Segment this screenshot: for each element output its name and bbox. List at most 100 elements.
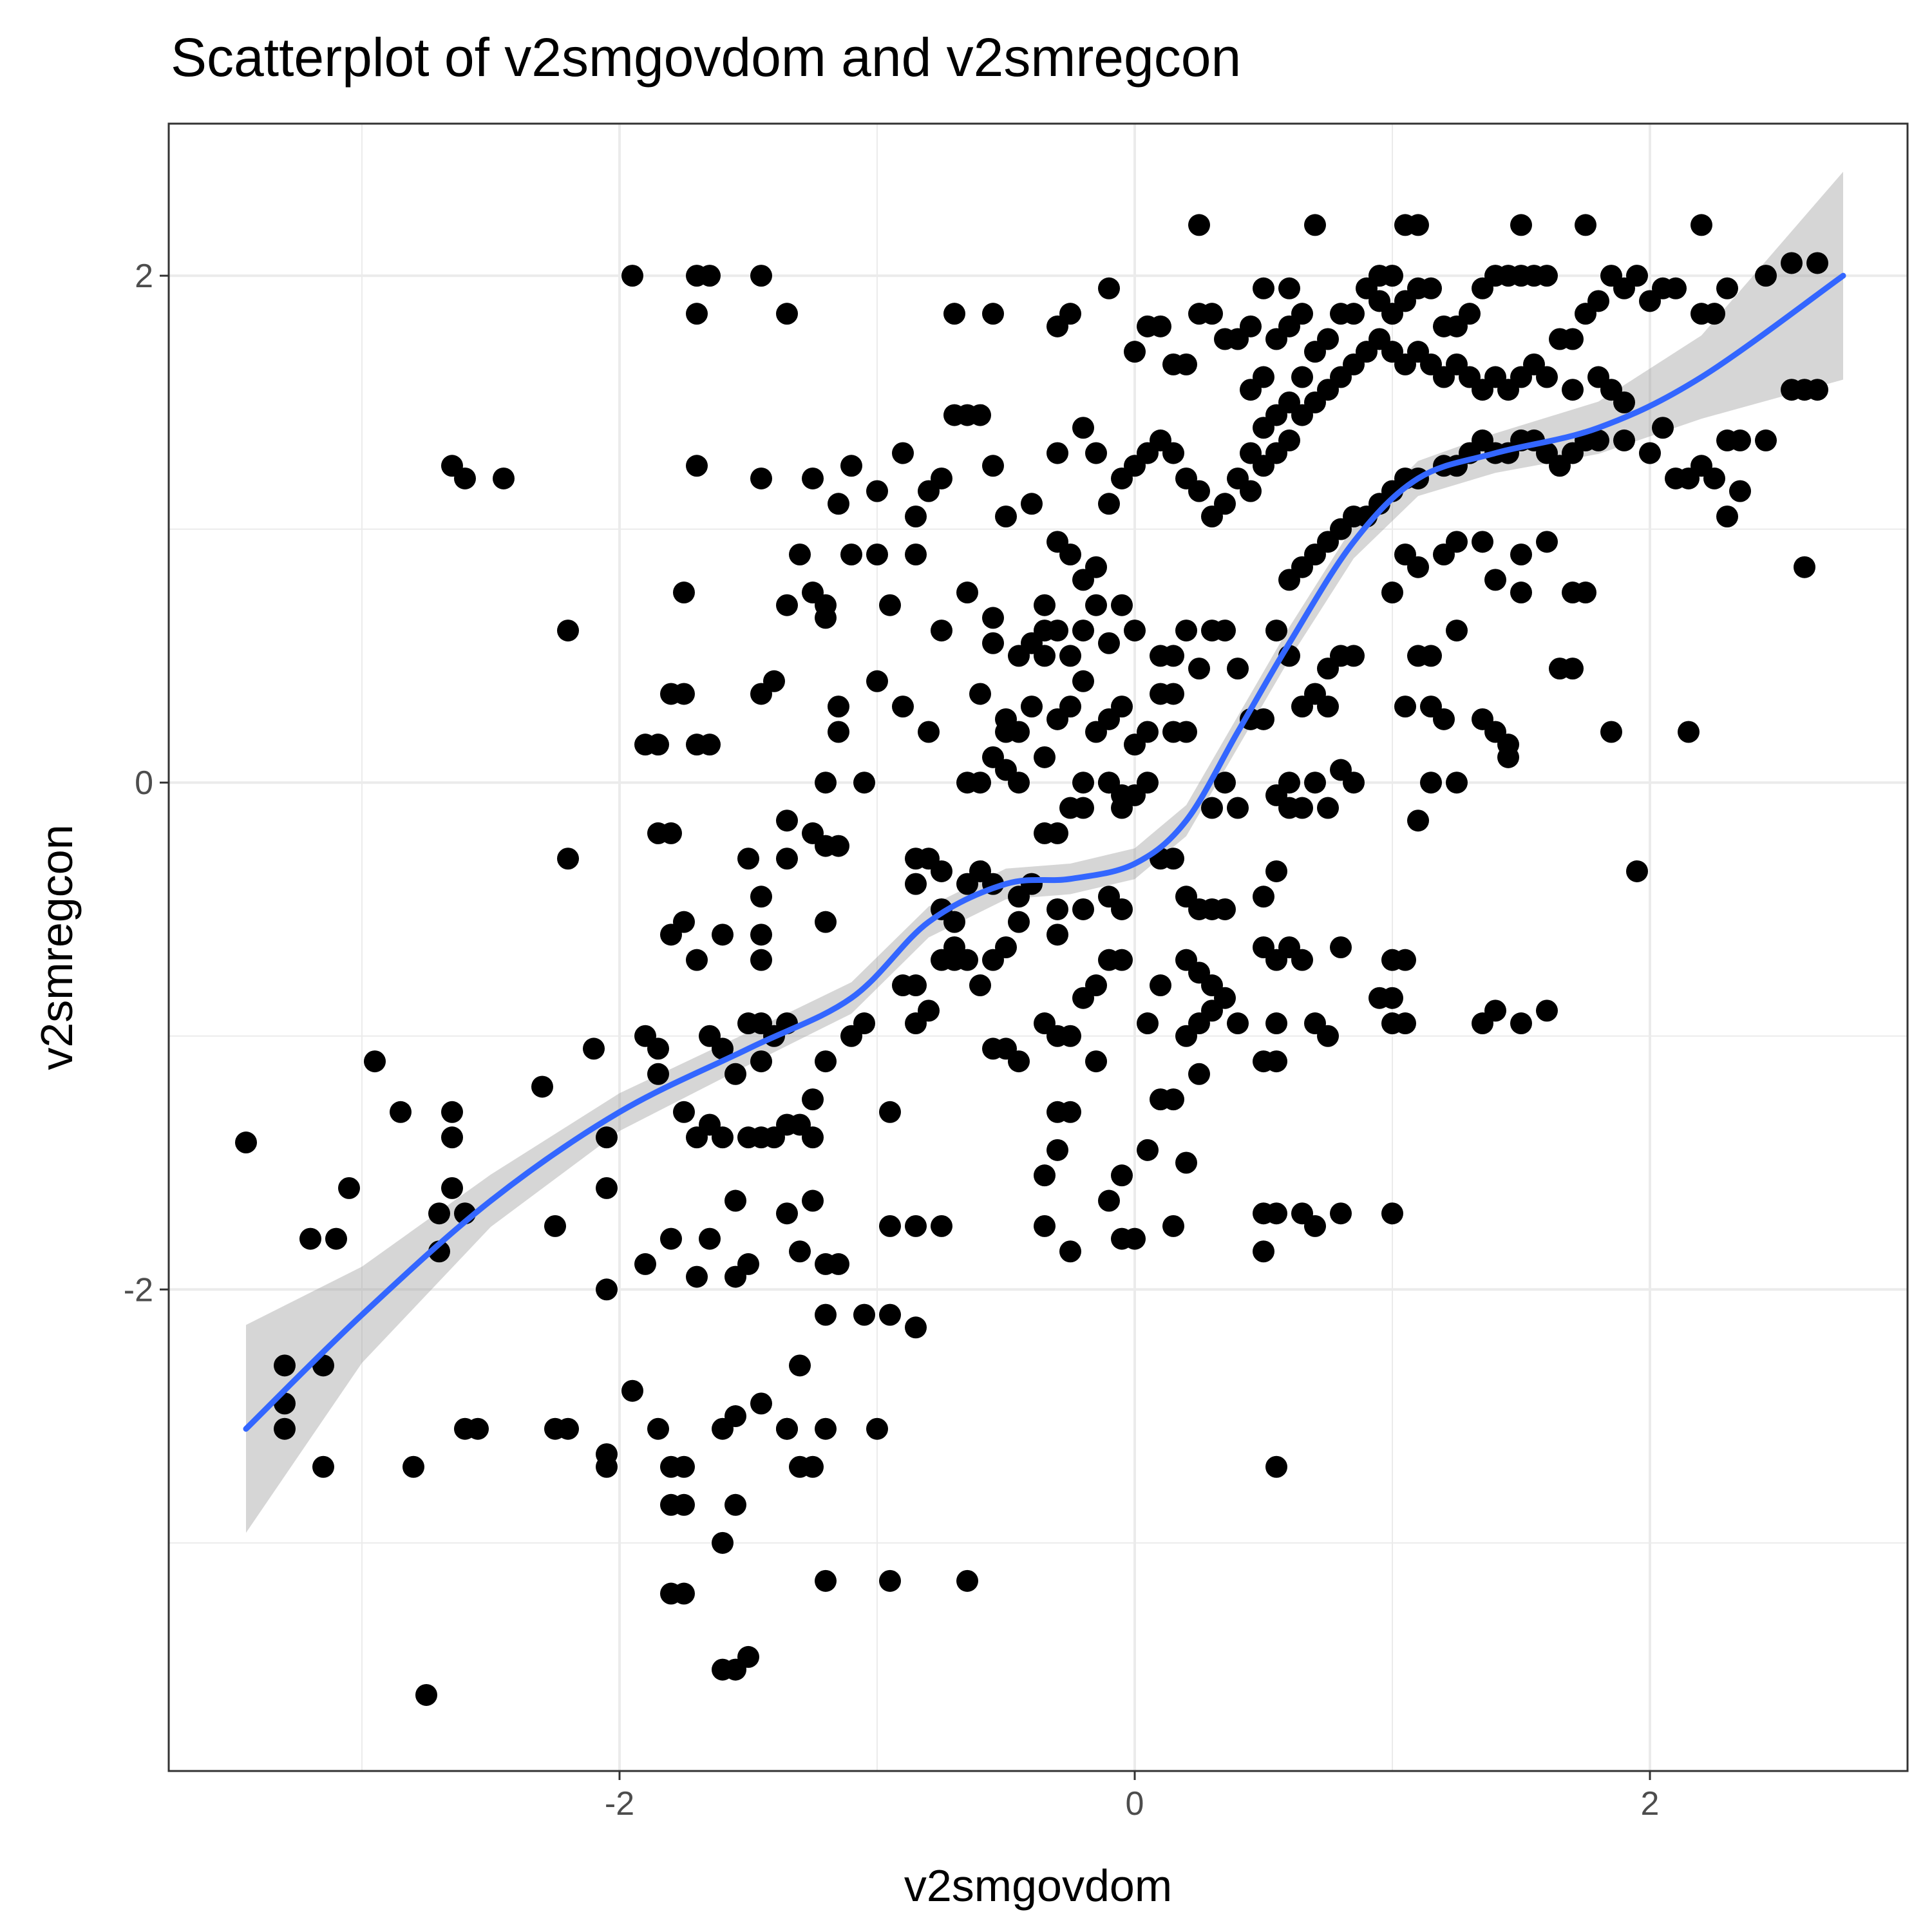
data-point	[1175, 1151, 1197, 1174]
data-point	[441, 1126, 463, 1149]
data-point	[828, 493, 849, 515]
data-point	[1227, 797, 1249, 819]
data-point	[1085, 442, 1107, 464]
x-axis-title: v2smgovdom	[904, 1861, 1172, 1911]
data-point	[828, 1253, 849, 1275]
data-point	[982, 455, 1004, 477]
data-point	[1098, 886, 1120, 908]
data-point	[982, 949, 1004, 971]
data-point	[596, 1126, 618, 1149]
data-point	[956, 772, 978, 794]
data-point	[905, 544, 927, 566]
data-point	[1291, 303, 1313, 325]
data-point	[1317, 797, 1339, 819]
data-point	[1059, 645, 1081, 667]
data-point	[660, 822, 682, 844]
data-point	[1600, 721, 1622, 743]
data-point	[1098, 772, 1120, 794]
data-point	[1304, 214, 1326, 236]
data-point	[1536, 999, 1558, 1022]
smooth-line-group	[243, 272, 1846, 1432]
data-point	[789, 1354, 811, 1377]
data-point	[1008, 1050, 1030, 1073]
data-point	[931, 620, 952, 642]
data-point	[673, 1101, 695, 1123]
data-point	[1046, 315, 1068, 337]
chart-title: Scatterplot of v2smgovdom and v2smregcon	[171, 27, 1241, 88]
data-point	[905, 1215, 927, 1237]
data-point	[943, 404, 965, 426]
data-point	[1394, 1012, 1416, 1035]
data-point	[1137, 315, 1159, 337]
data-point	[544, 1215, 566, 1237]
data-point	[557, 848, 579, 870]
data-point	[1046, 442, 1068, 464]
data-point	[1046, 822, 1068, 844]
data-point	[815, 1569, 837, 1592]
x-tick-label: -2	[605, 1785, 634, 1823]
data-point	[1111, 797, 1133, 819]
data-point	[1253, 1240, 1274, 1263]
data-point	[1806, 379, 1828, 401]
data-point	[1227, 658, 1249, 680]
data-point	[673, 1582, 695, 1605]
data-point	[1111, 594, 1133, 616]
data-point	[1059, 696, 1081, 718]
data-point	[1253, 455, 1274, 477]
data-point	[1111, 1164, 1133, 1187]
data-point	[299, 1227, 321, 1250]
data-point	[750, 683, 772, 705]
data-point	[712, 1531, 734, 1554]
data-point	[866, 670, 888, 692]
data-point	[776, 810, 798, 832]
data-point	[1304, 341, 1326, 363]
data-point	[1072, 417, 1094, 439]
data-point	[815, 1303, 837, 1326]
data-point	[402, 1455, 424, 1478]
data-point	[802, 1189, 824, 1212]
data-point	[828, 835, 849, 857]
data-point	[1072, 569, 1094, 591]
data-point	[1214, 328, 1236, 350]
data-point	[1407, 214, 1429, 236]
data-point	[828, 696, 849, 718]
data-point	[724, 1493, 746, 1516]
data-point	[1034, 746, 1056, 768]
panel-border	[167, 122, 1909, 1772]
x-tick-label: 2	[1641, 1785, 1660, 1823]
data-point	[905, 1316, 927, 1339]
data-point	[634, 1025, 656, 1047]
data-point	[1008, 886, 1030, 908]
data-point	[647, 734, 669, 756]
data-point	[1227, 1012, 1249, 1035]
data-point	[1381, 582, 1403, 604]
data-point	[1098, 277, 1120, 299]
axis-ticks: -2 0 2 -2 0 2	[124, 258, 1660, 1823]
data-point	[1265, 620, 1287, 642]
data-point	[1755, 429, 1777, 451]
data-point	[956, 1569, 978, 1592]
data-point	[673, 683, 695, 705]
data-point	[892, 696, 914, 718]
data-point	[1034, 1164, 1056, 1187]
y-tick-label: 2	[135, 258, 153, 295]
data-point	[1034, 645, 1056, 667]
data-point	[815, 1050, 837, 1073]
data-point	[686, 455, 708, 477]
data-point	[1613, 429, 1635, 451]
data-point	[1420, 772, 1442, 794]
data-point	[724, 1063, 746, 1085]
data-point	[634, 1253, 656, 1275]
data-point	[1497, 746, 1519, 768]
data-point	[815, 772, 837, 794]
data-point	[467, 1417, 489, 1440]
data-point	[673, 1493, 695, 1516]
data-point	[776, 848, 798, 870]
data-point	[956, 873, 978, 895]
data-point	[1330, 1202, 1352, 1225]
data-point	[956, 582, 978, 604]
data-point	[1600, 265, 1622, 287]
data-point	[428, 1202, 450, 1225]
data-point	[995, 505, 1017, 527]
data-point	[1472, 531, 1493, 553]
